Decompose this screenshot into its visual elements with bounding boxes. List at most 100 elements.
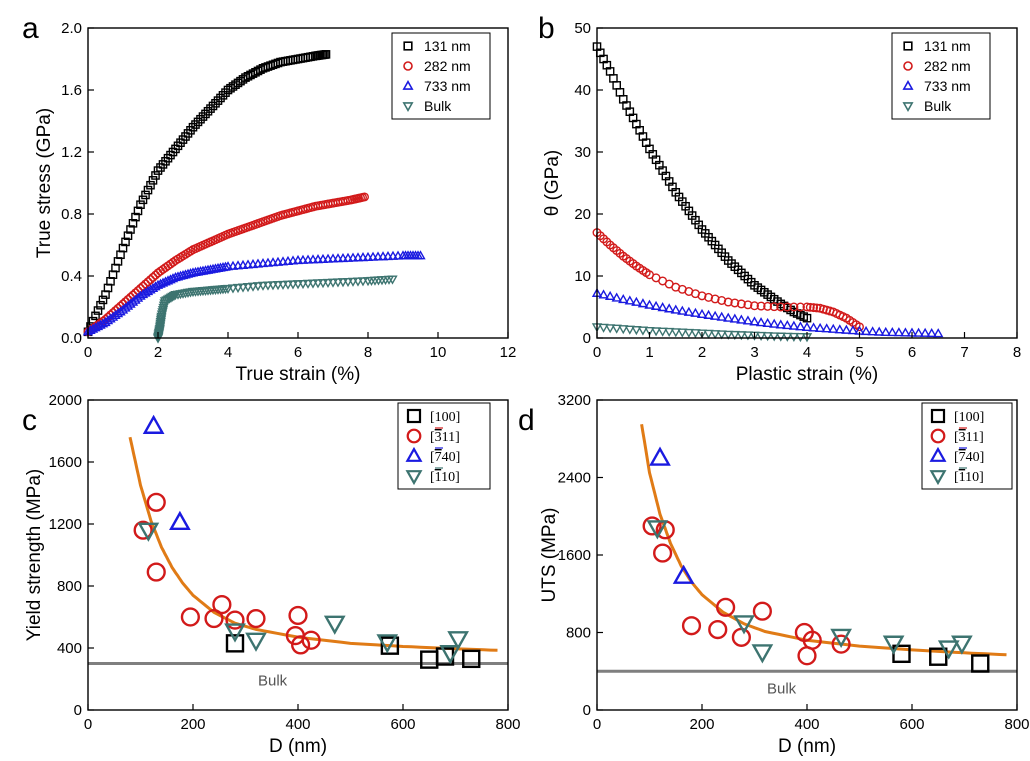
data-point: [332, 278, 344, 288]
data-point: [644, 299, 655, 309]
data-point: [282, 280, 294, 290]
data-point: [216, 93, 225, 103]
x-tick-label: 600: [390, 716, 415, 733]
bulk-label: Bulk: [767, 680, 797, 697]
x-tick-label: 400: [285, 716, 310, 733]
data-point: [631, 326, 642, 336]
data-point: [118, 243, 128, 253]
legend-marker: [930, 408, 946, 424]
data-point: [323, 615, 346, 635]
y-tick-label: 0: [583, 330, 591, 347]
data-point: [203, 106, 213, 116]
x-tick-label: 0: [593, 716, 601, 733]
data-point: [672, 564, 695, 584]
series-2: [591, 287, 944, 338]
series-3: [152, 275, 398, 344]
data-point: [301, 630, 321, 650]
data-point: [696, 308, 708, 319]
data-point: [96, 300, 105, 310]
data-point: [297, 279, 309, 290]
panel-letter-c: c: [22, 404, 37, 437]
data-point: [812, 303, 822, 313]
data-point: [664, 327, 675, 338]
data-point: [681, 616, 702, 636]
data-point: [697, 291, 707, 301]
data-point: [776, 302, 786, 312]
data-point: [225, 634, 245, 653]
data-point: [212, 594, 232, 615]
x-tick-label: 7: [960, 344, 968, 361]
data-point: [802, 313, 812, 323]
data-point: [650, 300, 662, 310]
data-point: [612, 81, 621, 90]
y-tick-label: 1.2: [61, 144, 82, 161]
legend-marker: [402, 102, 414, 112]
data-point: [302, 279, 314, 289]
data-point: [382, 250, 394, 261]
data-point: [237, 283, 249, 293]
y-tick-label: 0.8: [61, 206, 82, 223]
y-tick-label: 50: [574, 20, 591, 37]
legend-label: 131 nm: [924, 38, 971, 54]
data-point: [307, 279, 319, 289]
legend-label: [110]: [430, 470, 460, 485]
data-point: [133, 206, 143, 216]
x-tick-label: 0: [593, 344, 601, 361]
data-point: [133, 520, 153, 540]
legend-marker: [403, 41, 413, 51]
legend-marker: [929, 446, 947, 462]
data-point: [611, 292, 622, 302]
data-point: [814, 322, 826, 332]
legend-label: [311]: [430, 430, 460, 445]
data-point: [322, 253, 334, 263]
data-point: [657, 302, 668, 312]
series-1: [642, 516, 851, 666]
data-point: [709, 310, 721, 320]
data-point: [750, 301, 759, 311]
data-point: [731, 627, 751, 647]
data-point: [242, 283, 254, 293]
x-tick-label: 4: [803, 344, 811, 361]
data-point: [802, 630, 822, 650]
data-point: [802, 302, 812, 312]
data-point: [704, 292, 714, 302]
data-point: [926, 327, 937, 338]
data-point: [387, 275, 398, 285]
data-point: [277, 280, 289, 290]
data-point: [788, 332, 800, 343]
data-point: [855, 322, 864, 332]
legend-label: Bulk: [924, 98, 952, 114]
data-point: [372, 251, 384, 261]
data-point: [637, 298, 649, 308]
data-point: [860, 325, 872, 336]
data-point: [763, 301, 773, 311]
chart-panel-a: 0 2 4 6 8 10 12 0.0 0.4 0.8 1.2 1.6 2.0 True strain (…: [34, 20, 516, 385]
y-tick-label: 0.0: [61, 330, 82, 347]
data-point: [208, 101, 218, 111]
data-point: [224, 623, 246, 643]
y-tick-label: 800: [566, 625, 591, 642]
data-point: [716, 597, 736, 617]
data-point: [257, 281, 269, 291]
data-point: [809, 303, 819, 313]
legend-box: [921, 402, 1013, 490]
data-point: [749, 316, 760, 326]
data-point: [198, 112, 208, 121]
x-axis-label: Plastic strain (%): [736, 364, 879, 385]
x-tick-label: 0: [84, 716, 92, 733]
data-point: [769, 318, 780, 328]
y-axis-label: Yield strength (MPa): [24, 469, 45, 641]
data-point: [797, 646, 817, 666]
data-point: [755, 317, 767, 327]
data-point: [624, 295, 635, 305]
data-point: [146, 275, 155, 285]
data-point: [598, 289, 609, 299]
data-point: [650, 327, 662, 337]
legend-marker: [405, 446, 423, 462]
data-point: [91, 311, 100, 321]
data-point: [716, 311, 727, 321]
legend-label: [110]: [954, 470, 984, 485]
legend-label: 282 nm: [424, 58, 471, 74]
data-point: [609, 74, 618, 83]
data-point: [733, 615, 755, 635]
